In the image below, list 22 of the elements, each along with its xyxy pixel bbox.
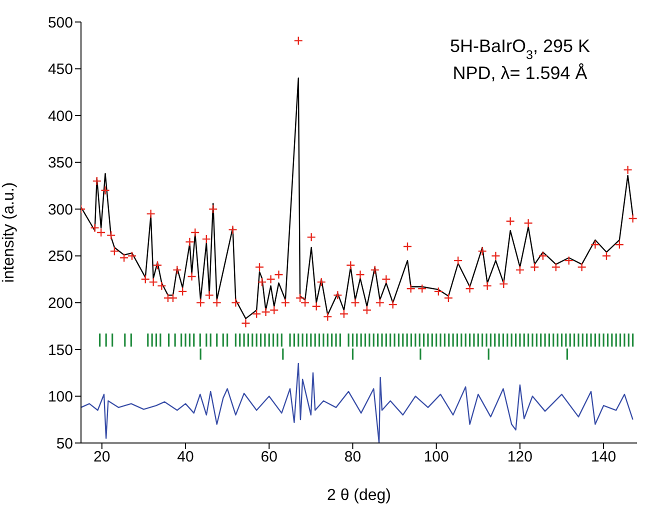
x-tick-label: 40 bbox=[177, 448, 194, 466]
y-tick-label: 450 bbox=[48, 61, 73, 78]
y-tick-label: 300 bbox=[48, 201, 73, 218]
y-tick-label: 250 bbox=[48, 248, 73, 266]
line-series bbox=[81, 362, 634, 443]
x-tick-label: 80 bbox=[344, 448, 362, 466]
x-tick-label: 60 bbox=[260, 448, 278, 466]
y-tick-label: 400 bbox=[48, 108, 73, 125]
x-tick-label: 140 bbox=[591, 448, 616, 466]
y-tick-label: 100 bbox=[48, 388, 73, 406]
y-tick-label: 50 bbox=[56, 435, 73, 452]
y-tick-label: 150 bbox=[48, 342, 73, 359]
y-tick-label: 500 bbox=[48, 14, 73, 32]
x-axis-title: 2 θ (deg) bbox=[326, 487, 392, 504]
y-tick-label: 200 bbox=[48, 294, 73, 312]
x-tick-label: 120 bbox=[507, 448, 532, 466]
y-axis-title: intensity (a.u.) bbox=[0, 182, 18, 283]
x-tick-label: 100 bbox=[424, 448, 449, 466]
annotation: NPD, λ= 1.594 Å bbox=[452, 63, 588, 83]
annotation: 5H-BaIrO$_{3}$, 295 K bbox=[450, 36, 590, 62]
y-tick-label: 350 bbox=[48, 154, 73, 172]
x-tick-label: 20 bbox=[94, 448, 110, 466]
